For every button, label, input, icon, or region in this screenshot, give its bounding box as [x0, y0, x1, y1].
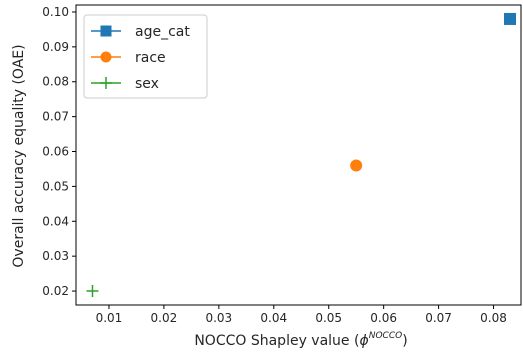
y-tick-label: 0.07 — [42, 110, 69, 124]
y-axis-title: Overall accuracy equality (OAE) — [11, 44, 27, 267]
legend-race-label: race — [135, 50, 166, 66]
x-tick-label: 0.06 — [370, 311, 397, 325]
x-tick-label: 0.03 — [205, 311, 232, 325]
y-tick-label: 0.03 — [42, 249, 69, 263]
legend-age-cat-label: age_cat — [135, 24, 190, 40]
legend-age-cat-marker — [100, 25, 112, 37]
x-axis-title-text: NOCCO Shapley value ( — [194, 333, 359, 349]
x-axis-title-symbol: ϕ — [359, 333, 368, 349]
plot-frame — [75, 4, 522, 306]
x-axis-title-superscript: NOCCO — [369, 331, 402, 341]
data-point-sex — [86, 285, 99, 298]
x-axis-title: NOCCO Shapley value (ϕNOCCO) — [194, 331, 407, 349]
legend-race-marker — [100, 51, 112, 63]
legend-sex-marker — [100, 77, 112, 89]
x-axis-title-suffix: ) — [402, 333, 407, 349]
y-tick-label: 0.06 — [42, 145, 69, 159]
y-tick-label: 0.08 — [42, 75, 69, 89]
x-tick-label: 0.08 — [480, 311, 507, 325]
marks-layer — [86, 12, 517, 298]
x-tick-label: 0.01 — [96, 311, 123, 325]
x-tick-label: 0.02 — [151, 311, 178, 325]
x-tick-label: 0.05 — [315, 311, 342, 325]
y-tick-label: 0.05 — [42, 179, 69, 193]
y-tick-label: 0.04 — [42, 214, 69, 228]
legend-sex-label: sex — [135, 76, 159, 92]
y-tick-label: 0.02 — [42, 284, 69, 298]
data-point-age-cat — [504, 12, 517, 25]
y-tick-label: 0.09 — [42, 40, 69, 54]
ticks-layer: 0.01 0.02 0.03 0.04 0.05 0.06 0.07 0.08 0.02 0.03… — [42, 5, 507, 325]
y-tick-label: 0.10 — [42, 5, 69, 19]
x-tick-label: 0.04 — [260, 311, 287, 325]
legend-frame — [83, 14, 208, 99]
data-point-race — [350, 159, 363, 172]
x-tick-label: 0.07 — [425, 311, 452, 325]
